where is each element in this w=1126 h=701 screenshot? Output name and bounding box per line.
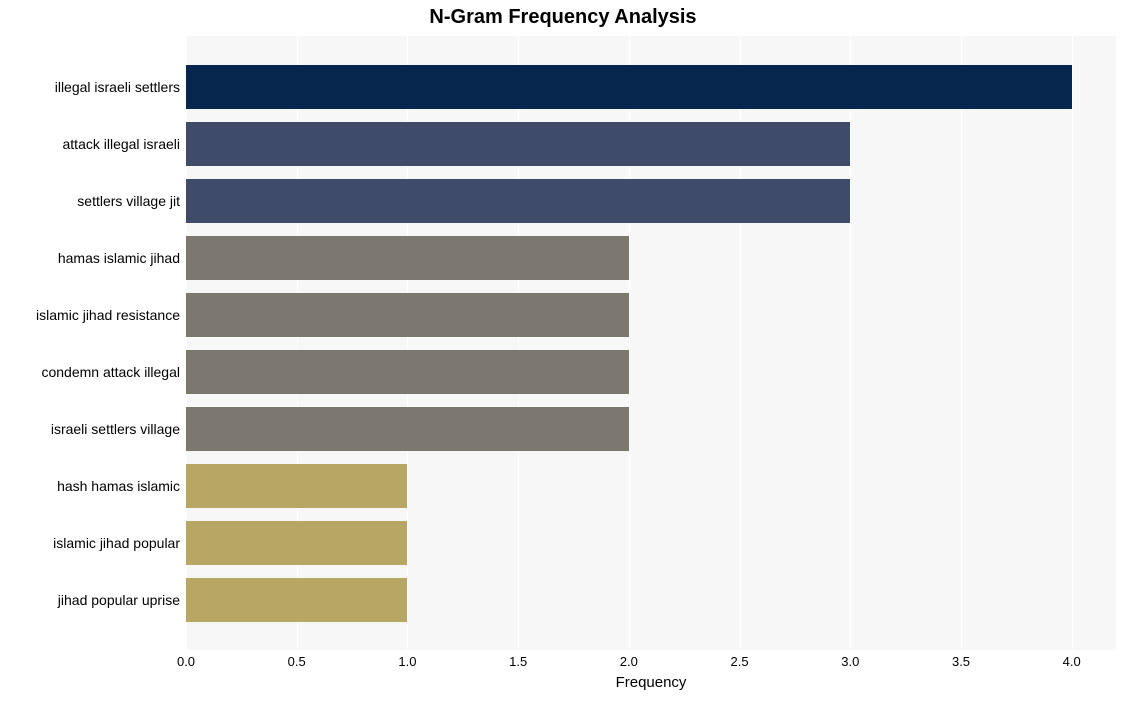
- bar: [186, 407, 629, 451]
- bar: [186, 578, 407, 622]
- bar: [186, 65, 1072, 109]
- bar: [186, 122, 850, 166]
- ylabel: islamic jihad resistance: [0, 308, 180, 322]
- xtick-label: 1.0: [398, 654, 416, 669]
- xtick-label: 0.5: [288, 654, 306, 669]
- ylabel: attack illegal israeli: [0, 137, 180, 151]
- ylabel: settlers village jit: [0, 194, 180, 208]
- bar: [186, 350, 629, 394]
- ylabel: hash hamas islamic: [0, 479, 180, 493]
- bar: [186, 521, 407, 565]
- xtick-label: 3.5: [952, 654, 970, 669]
- ngram-chart: N-Gram Frequency Analysis Frequency ille…: [0, 0, 1126, 701]
- plot-area: [186, 36, 1116, 650]
- xtick-label: 2.5: [731, 654, 749, 669]
- ylabel: illegal israeli settlers: [0, 80, 180, 94]
- xtick-label: 1.5: [509, 654, 527, 669]
- bar: [186, 293, 629, 337]
- chart-title: N-Gram Frequency Analysis: [0, 6, 1126, 29]
- xtick-label: 4.0: [1063, 654, 1081, 669]
- ylabel: islamic jihad popular: [0, 536, 180, 550]
- ylabel: condemn attack illegal: [0, 365, 180, 379]
- bar: [186, 179, 850, 223]
- xtick-label: 3.0: [841, 654, 859, 669]
- xtick-label: 0.0: [177, 654, 195, 669]
- xtick-label: 2.0: [620, 654, 638, 669]
- ylabel: hamas islamic jihad: [0, 251, 180, 265]
- ylabel: israeli settlers village: [0, 422, 180, 436]
- ylabel: jihad popular uprise: [0, 593, 180, 607]
- bar: [186, 464, 407, 508]
- bar: [186, 236, 629, 280]
- xaxis-title: Frequency: [186, 674, 1116, 691]
